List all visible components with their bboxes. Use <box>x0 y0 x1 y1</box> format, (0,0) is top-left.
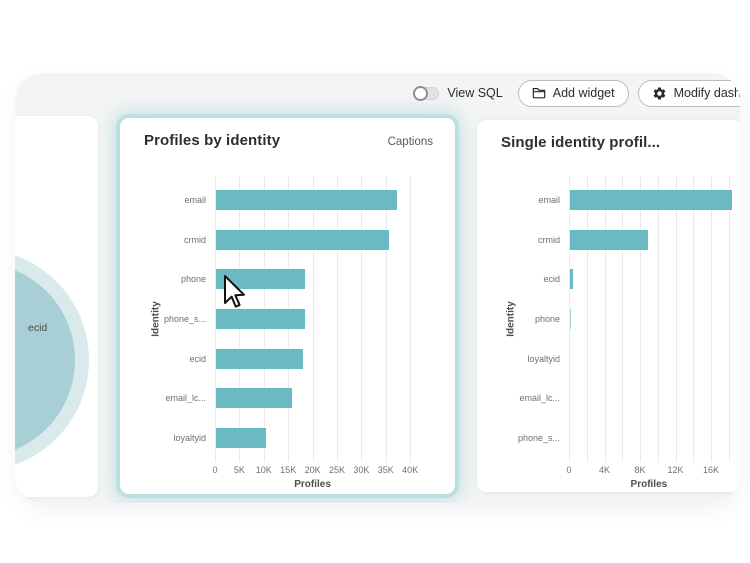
x-tick-label: 25K <box>328 464 346 475</box>
category-label-phone: phone <box>534 313 560 324</box>
gridline <box>569 176 570 462</box>
x-tick-label: 8K <box>634 464 646 475</box>
gridline <box>657 176 659 462</box>
x-tick-label: 10K <box>255 464 272 475</box>
x-tick-label: 0 <box>566 464 572 475</box>
bar-loyaltyid[interactable] <box>216 428 266 449</box>
category-label-loyaltyid: loyaltyid <box>173 433 206 444</box>
gridline <box>586 176 588 462</box>
category-label-phone-s-: phone_s... <box>517 433 560 444</box>
bar-email-lc-[interactable] <box>216 388 293 409</box>
bar-phone-s-[interactable] <box>216 308 305 329</box>
category-label-phone: phone <box>180 274 206 285</box>
bar-crmid[interactable] <box>216 229 390 250</box>
donut-chart-card: ecid <box>15 116 98 497</box>
card-header: Single identity profil... <box>501 134 720 151</box>
x-tick-label: 12K <box>667 464 684 475</box>
category-label-ecid: ecid <box>189 353 206 364</box>
x-tick-label: 5K <box>233 464 245 475</box>
card-header: Profiles by identity Captions <box>144 132 433 149</box>
y-axis-title: Identity <box>505 301 517 337</box>
x-tick-label: 35K <box>377 464 394 475</box>
category-label-phone-s-: phone_s... <box>163 313 206 324</box>
gridline <box>604 176 606 462</box>
view-sql-group: View SQL <box>413 85 503 101</box>
gridline <box>410 176 412 462</box>
modify-dashboard-label: Modify dash <box>673 86 740 100</box>
folder-icon <box>532 88 546 99</box>
category-label-email: email <box>184 194 206 205</box>
single-identity-profiles-chart: email crmid ecid phone loyaltyid email_lc...p… <box>477 120 740 492</box>
gridline <box>215 176 216 462</box>
card-title: Profiles by identity <box>144 132 281 149</box>
y-axis-title: Identity <box>150 301 162 337</box>
x-tick-label: 0 <box>212 464 218 475</box>
toggle-knob-icon <box>413 85 429 101</box>
gridline <box>385 176 387 462</box>
view-sql-toggle[interactable] <box>413 85 440 101</box>
modify-dashboard-button[interactable]: Modify dash <box>637 79 740 107</box>
dashboard-backdrop: View SQL Add widget Modify dash <box>15 73 740 503</box>
x-axis-title: Profiles <box>630 478 668 490</box>
category-label-crmid: crmid <box>538 234 560 245</box>
gridline <box>622 176 624 462</box>
gridline <box>728 176 730 462</box>
gridline <box>640 176 641 462</box>
add-widget-label: Add widget <box>552 86 615 100</box>
category-label-email: email <box>538 194 560 205</box>
donut-segment-label: ecid <box>28 322 48 334</box>
donut-segment-ecid[interactable] <box>15 263 75 457</box>
captions-button[interactable]: Captions <box>387 136 433 148</box>
x-tick-label: 30K <box>353 464 370 475</box>
bar-email[interactable] <box>216 189 397 210</box>
bar-crmid[interactable] <box>570 229 649 250</box>
single-identity-profiles-card: Single identity profil... email crmid ecid… <box>477 120 740 492</box>
gridline <box>361 176 363 462</box>
view-sql-label: View SQL <box>447 86 503 100</box>
profiles-by-identity-card: Profiles by identity Captions email crmid… <box>120 118 455 494</box>
bar-phone[interactable] <box>570 308 572 329</box>
gridline <box>312 176 314 462</box>
donut-chart[interactable] <box>15 116 98 497</box>
category-label-ecid: ecid <box>543 274 560 285</box>
gridline <box>337 176 338 462</box>
gear-icon <box>653 87 665 99</box>
x-tick-label: 40K <box>402 464 419 475</box>
x-tick-label: 20K <box>304 464 321 475</box>
bar-ecid[interactable] <box>216 348 303 369</box>
bar-email[interactable] <box>570 189 732 210</box>
gridline <box>711 176 712 462</box>
category-label-crmid: crmid <box>184 234 206 245</box>
bar-phone[interactable] <box>216 269 305 290</box>
x-tick-label: 4K <box>598 464 611 475</box>
category-label-email-lc-: email_lc... <box>519 393 560 404</box>
gridline <box>675 176 677 462</box>
gridline <box>693 176 695 462</box>
bar-ecid[interactable] <box>570 269 573 290</box>
card-title: Single identity profil... <box>501 134 661 151</box>
category-label-email-lc-: email_lc... <box>165 393 206 404</box>
add-widget-button[interactable]: Add widget <box>517 79 629 107</box>
x-tick-label: 16K <box>702 464 720 475</box>
toolbar: View SQL Add widget Modify dash <box>15 79 740 107</box>
category-label-loyaltyid: loyaltyid <box>527 353 560 364</box>
profiles-by-identity-chart: email crmid phone phone_s...ecid email_lc...… <box>120 118 455 494</box>
x-axis-title: Profiles <box>294 478 331 490</box>
x-tick-label: 15K <box>280 464 297 475</box>
